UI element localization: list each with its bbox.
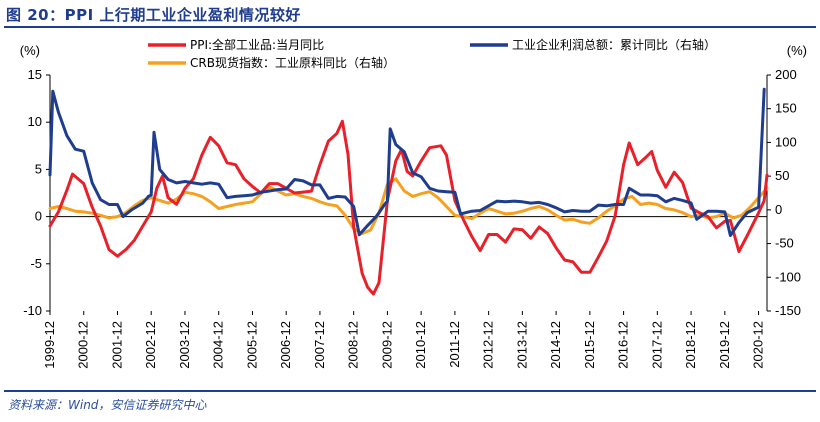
source-rule xyxy=(4,390,816,392)
x-tick-label: 2007-12 xyxy=(312,321,327,369)
source-note: 资料来源：Wind，安信证券研究中心 xyxy=(8,398,207,412)
x-tick-label: 2020-12 xyxy=(751,321,766,369)
left-unit-label: (%) xyxy=(20,43,40,58)
x-tick-label: 2018-12 xyxy=(683,321,698,369)
x-tick-label: 2015-12 xyxy=(582,321,597,369)
right-tick-label: 150 xyxy=(775,101,797,116)
x-tick-label: 2017-12 xyxy=(649,321,664,369)
right-tick-label: -50 xyxy=(775,236,794,251)
left-tick-label: -5 xyxy=(30,256,42,271)
right-unit-label: (%) xyxy=(787,43,807,58)
series-line-0 xyxy=(48,119,769,296)
x-tick-label: 2014-12 xyxy=(548,321,563,369)
right-tick-label: 100 xyxy=(775,134,797,149)
left-tick-label: 0 xyxy=(35,209,42,224)
x-tick-label: 2003-12 xyxy=(177,321,192,369)
x-tick-label: 2010-12 xyxy=(413,321,428,369)
left-tick-label: -10 xyxy=(23,303,42,318)
chart-legend: PPI:全部工业品:当月同比 工业企业利润总额：累计同比（右轴） CRB现货指数：工… xyxy=(148,37,716,70)
right-tick-label: -100 xyxy=(775,269,801,284)
figure-title: 图 20：PPI 上行期工业企业盈利情况较好 xyxy=(6,6,301,24)
chart-series xyxy=(48,87,769,296)
x-tick-label: 2006-12 xyxy=(278,321,293,369)
title-rule xyxy=(4,26,816,28)
left-tick-label: 5 xyxy=(35,161,42,176)
x-tick-label: 2011-12 xyxy=(447,321,462,368)
x-tick-label: 2002-12 xyxy=(143,321,158,369)
x-tick-label: 2019-12 xyxy=(717,321,732,369)
x-tick-label: 2012-12 xyxy=(481,321,496,369)
legend-label-2: CRB现货指数：工业原料同比（右轴） xyxy=(190,55,395,70)
x-tick-label: 2005-12 xyxy=(244,321,259,369)
legend-label-1: 工业企业利润总额：累计同比（右轴） xyxy=(512,37,716,52)
x-tick-label: 2000-12 xyxy=(76,321,91,369)
right-tick-label: 200 xyxy=(775,67,797,82)
legend-label-0: PPI:全部工业品:当月同比 xyxy=(190,37,324,52)
x-tick-label: 2016-12 xyxy=(616,321,631,369)
x-tick-label: 2008-12 xyxy=(346,321,361,369)
x-tick-label: 2009-12 xyxy=(379,321,394,369)
x-tick-label: 2004-12 xyxy=(211,321,226,369)
left-tick-label: 10 xyxy=(28,114,42,129)
x-tick-label: 1999-12 xyxy=(42,321,57,369)
series-line-2 xyxy=(48,177,769,235)
right-tick-label: 50 xyxy=(775,168,789,183)
x-tick-label: 2001-12 xyxy=(109,321,124,369)
left-tick-label: 15 xyxy=(28,67,42,82)
series-line-1 xyxy=(48,87,766,237)
right-tick-label: -150 xyxy=(775,303,801,318)
x-tick-label: 2013-12 xyxy=(514,321,529,369)
right-tick-label: 0 xyxy=(775,202,782,217)
